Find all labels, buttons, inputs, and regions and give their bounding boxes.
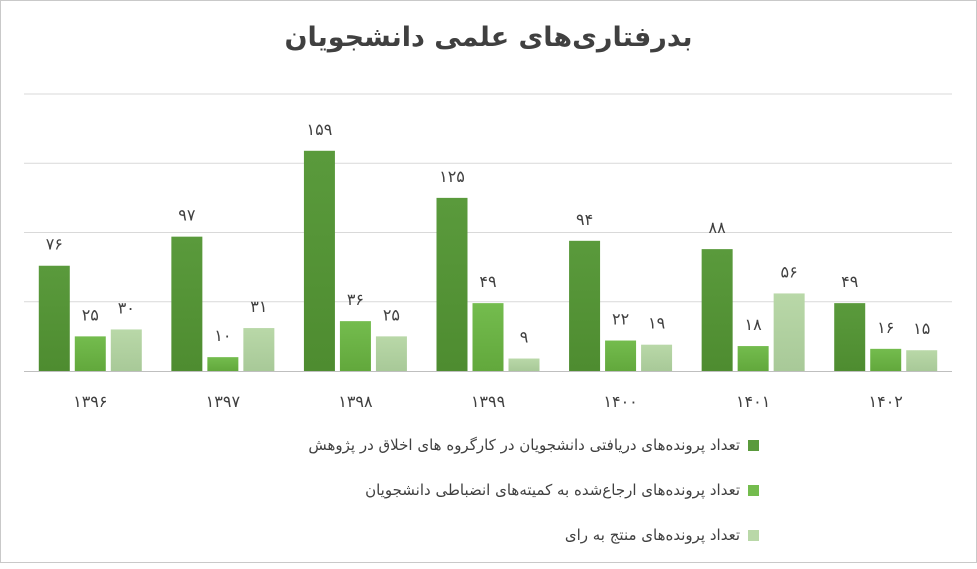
category-label-5: ۱۴۰۰: [603, 392, 637, 411]
data-label-referred-7: ۱۶: [877, 318, 894, 337]
legend-swatch-verdict: [748, 529, 759, 541]
data-label-received-7: ۴۹: [841, 272, 858, 291]
bar-received-2: [171, 236, 203, 371]
bar-referred-7: [870, 348, 902, 371]
data-label-verdict-1: ۳۰: [118, 298, 135, 317]
legend-label-referred: تعداد پرونده‌های ارجاع‌شده به کمیته‌های …: [365, 481, 740, 499]
bar-verdict-7: [906, 350, 938, 371]
data-label-verdict-4: ۹: [520, 328, 529, 347]
data-label-referred-2: ۱۰: [214, 326, 231, 345]
category-label-2: ۱۳۹۷: [206, 392, 241, 411]
bar-referred-1: [74, 336, 106, 371]
data-label-received-1: ۷۶: [46, 235, 63, 254]
data-label-received-2: ۹۷: [178, 206, 196, 225]
legend-item-received: تعداد پرونده‌های دریافتی دانشجویان در کا…: [308, 434, 759, 456]
category-label-6: ۱۴۰۱: [736, 392, 770, 411]
bar-verdict-5: [641, 344, 673, 371]
category-label-7: ۱۴۰۲: [869, 392, 903, 411]
legend-item-verdict: تعداد پرونده‌های منتج به رای: [308, 524, 759, 546]
bar-verdict-6: [773, 293, 805, 371]
legend-label-received: تعداد پرونده‌های دریافتی دانشجویان در کا…: [308, 436, 740, 454]
legend: تعداد پرونده‌های دریافتی دانشجویان در کا…: [308, 434, 759, 569]
plot-area: ۷۶ ۲۵ ۳۰ ۹۷ ۱۰ ۳۱ ۱۵۹ ۳۶ ۲۵ ۱۲۵ ۴۹ ۹ ۹۴ ۲۲ ۱۹ ۸۸ ۱۸ ۵۶ ۴۹ ۱…: [24, 93, 952, 411]
data-label-referred-5: ۲۲: [612, 310, 629, 329]
data-label-verdict-2: ۳۱: [250, 297, 267, 316]
bar-received-6: [701, 249, 733, 371]
legend-swatch-received: [748, 439, 759, 451]
data-label-verdict-7: ۱۵: [913, 319, 930, 338]
data-label-verdict-6: ۵۶: [781, 262, 798, 281]
category-label-4: ۱۳۹۹: [471, 392, 505, 411]
bar-received-1: [38, 265, 70, 371]
category-label-1: ۱۳۹۶: [73, 392, 107, 411]
bar-received-3: [303, 150, 335, 371]
chart-title: بدرفتاری‌های علمی دانشجویان: [284, 22, 693, 53]
category-label-3: ۱۳۹۸: [338, 392, 373, 411]
data-label-verdict-3: ۲۵: [383, 305, 400, 324]
bar-received-4: [436, 197, 468, 371]
data-label-received-3: ۱۵۹: [307, 120, 333, 139]
data-label-verdict-5: ۱۹: [648, 314, 665, 333]
data-label-referred-6: ۱۸: [745, 315, 763, 334]
bar-verdict-2: [243, 328, 275, 371]
bar-verdict-4: [508, 358, 540, 371]
data-label-referred-3: ۳۶: [347, 290, 364, 309]
legend-label-verdict: تعداد پرونده‌های منتج به رای: [564, 526, 740, 544]
legend-item-referred: تعداد پرونده‌های ارجاع‌شده به کمیته‌های …: [308, 479, 759, 501]
bar-referred-5: [605, 340, 637, 371]
bar-received-7: [834, 303, 866, 371]
data-label-received-4: ۱۲۵: [439, 167, 465, 186]
bar-referred-3: [339, 321, 371, 371]
bar-referred-2: [207, 357, 239, 371]
bar-verdict-3: [375, 336, 407, 371]
bar-verdict-1: [110, 329, 142, 371]
data-label-referred-4: ۴۹: [479, 272, 496, 291]
legend-swatch-referred: [748, 484, 759, 496]
bar-received-5: [569, 240, 601, 371]
data-label-referred-1: ۲۵: [82, 305, 99, 324]
bar-referred-6: [737, 346, 769, 371]
data-label-received-5: ۹۴: [576, 210, 593, 229]
bar-referred-4: [472, 303, 504, 371]
data-label-received-6: ۸۸: [709, 218, 727, 237]
